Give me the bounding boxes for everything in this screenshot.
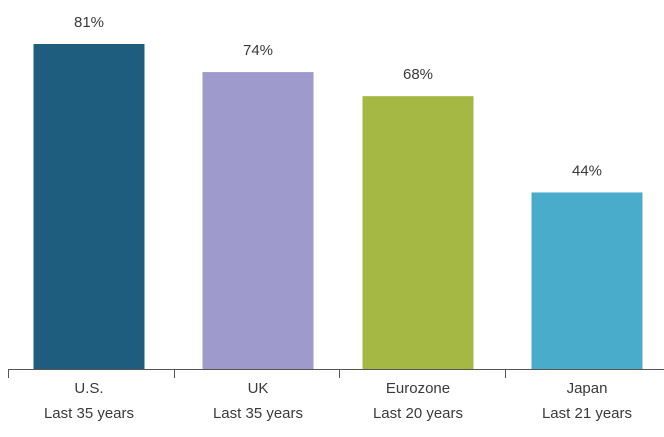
category-label-line2: Last 20 years <box>373 405 463 422</box>
bar-value-label: 68% <box>403 66 433 83</box>
category-label-line1: Japan <box>567 380 608 397</box>
bar-value-label: 81% <box>74 14 104 31</box>
value-labels-group: 81% 74% 68% 44% <box>74 14 602 179</box>
bar <box>202 72 314 369</box>
category-label-line2: Last 35 years <box>44 405 134 422</box>
bars-group <box>33 44 643 369</box>
category-label-line2: Last 35 years <box>213 405 303 422</box>
category-labels-group: U.S. Last 35 years UK Last 35 years Eurozone… <box>44 380 632 422</box>
category-label-line1: UK <box>248 380 269 397</box>
category-label-line1: Eurozone <box>386 380 450 397</box>
bar-value-label: 44% <box>572 162 602 179</box>
x-axis-ticks <box>8 369 506 378</box>
bar <box>362 96 474 369</box>
category-label-line2: Last 21 years <box>542 405 632 422</box>
bar-value-label: 74% <box>243 42 273 59</box>
bar <box>531 192 643 369</box>
bar <box>33 44 145 369</box>
category-label-line1: U.S. <box>74 380 103 397</box>
